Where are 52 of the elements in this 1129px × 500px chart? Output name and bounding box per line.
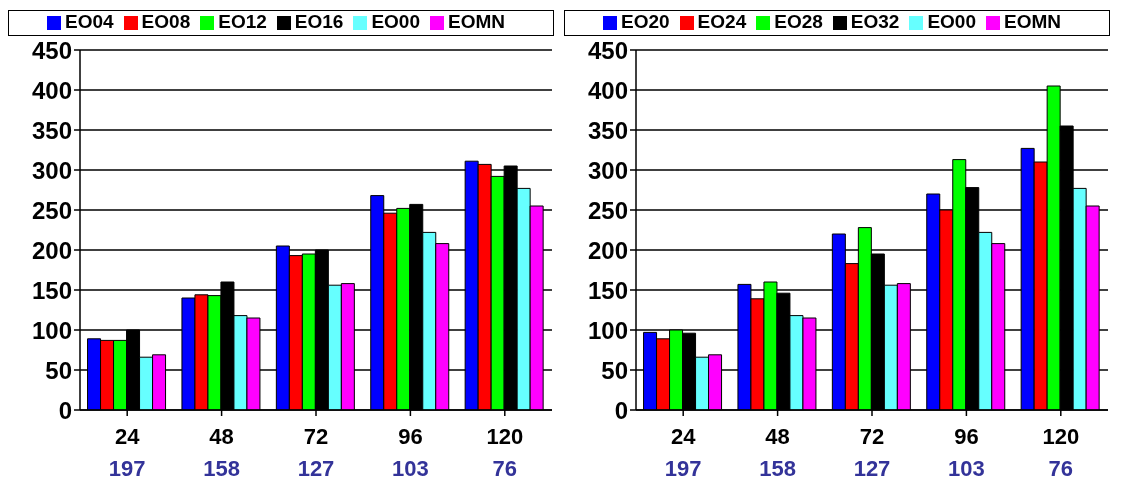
x-tick-label: 24 [670,424,697,449]
text: 103 [948,456,985,481]
y-tick-label: 200 [587,236,628,264]
x-tick-label: 120 [486,424,524,449]
y-tick-label: 450 [31,36,72,64]
legend-label: EO32 [850,11,900,32]
legend-label: EOMN [1003,11,1061,32]
y-tick-label: 150 [31,276,72,304]
text: 197 [108,456,146,481]
y-tick-label: 100 [587,316,628,344]
x-tick-label: 96 [398,424,423,449]
legend-label: EO00 [371,11,420,32]
y-tick-label: 50 [45,356,72,384]
text: 76 [1048,456,1074,481]
legend-label: EO24 [697,11,747,32]
y-tick-label: 350 [31,116,72,144]
legend-label: EO04 [65,11,114,32]
y-tick-label: 350 [587,116,628,144]
x-tick-label: 96 [954,424,979,449]
y-tick-label: 300 [31,156,72,184]
text: 127 [297,456,335,481]
y-tick-label: 200 [31,236,72,264]
legend-label: EO12 [218,11,267,32]
legend-label: EO20 [621,11,670,32]
y-tick-label: 0 [58,396,72,424]
y-tick-label: 450 [587,36,628,64]
legend-label: EO16 [294,11,344,32]
text: 158 [203,456,240,481]
legend-label: EO08 [141,11,191,32]
y-tick-label: 400 [587,76,628,104]
x-tick-label: 24 [114,424,141,449]
y-tick-label: 50 [601,356,628,384]
legend-label: EO00 [927,11,976,32]
y-tick-label: 100 [31,316,72,344]
x-tick-label: 72 [859,424,885,449]
x-tick-label: 72 [303,424,329,449]
y-tick-label: 300 [587,156,628,184]
y-tick-label: 250 [31,196,72,224]
text: 197 [664,456,702,481]
y-tick-label: 150 [587,276,628,304]
legend-label: EOMN [447,11,505,32]
text: 127 [853,456,891,481]
text: 103 [392,456,429,481]
x-tick-label: 48 [209,424,234,449]
x-tick-label: 48 [765,424,790,449]
x-tick-label: 120 [1042,424,1080,449]
y-tick-label: 400 [31,76,72,104]
y-tick-label: 250 [587,196,628,224]
y-tick-label: 0 [614,396,628,424]
text: 158 [759,456,796,481]
text: 76 [492,456,518,481]
legend-label: EO28 [774,11,823,32]
